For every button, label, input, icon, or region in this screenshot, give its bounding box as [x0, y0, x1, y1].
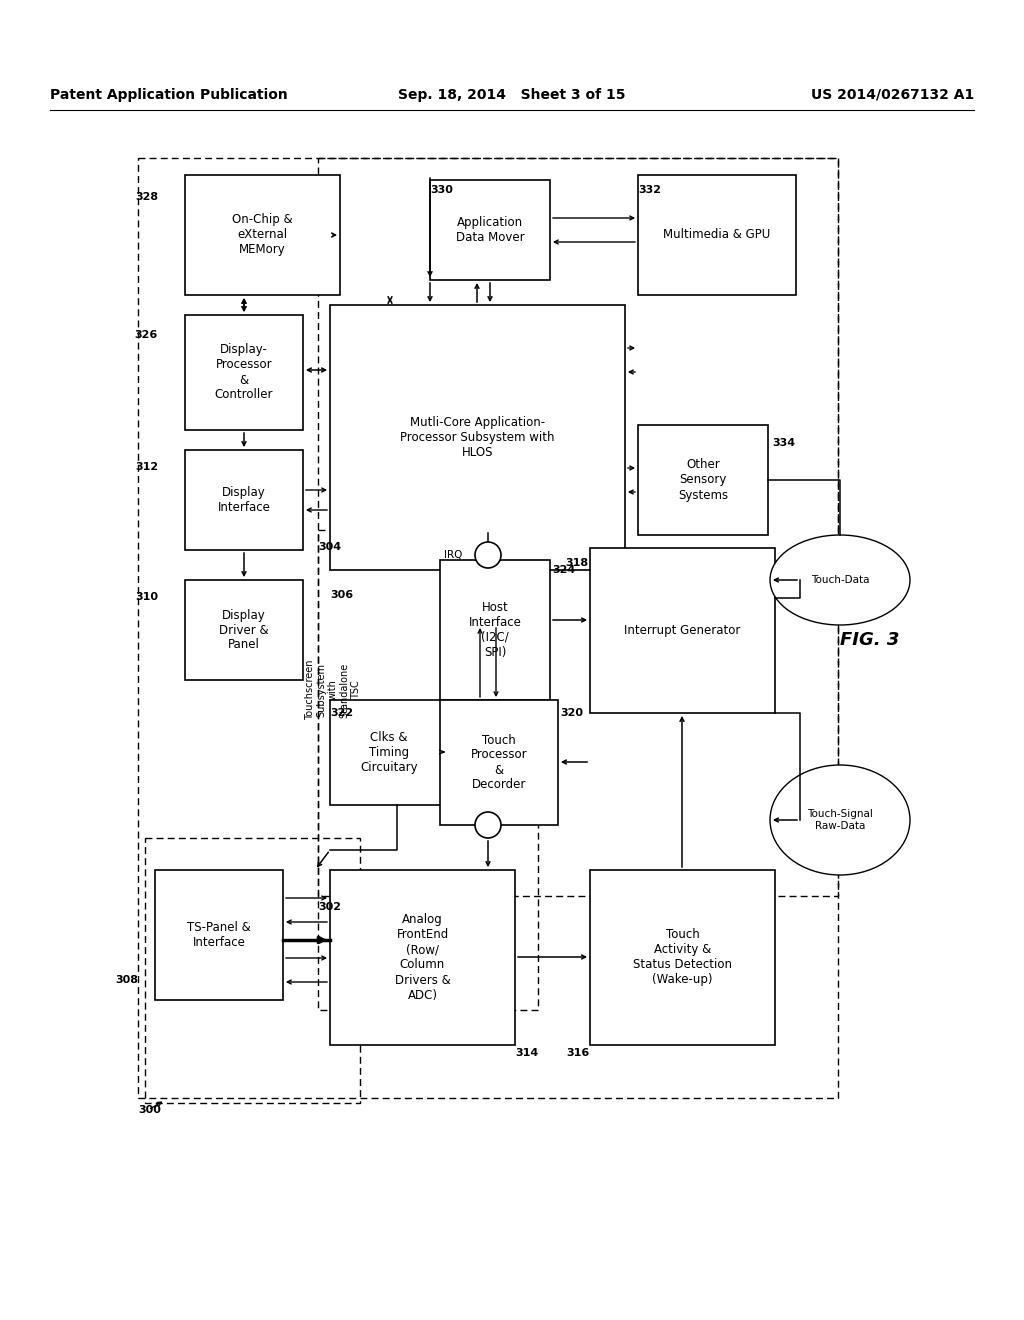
Text: Clks &
Timing
Circuitary: Clks & Timing Circuitary	[360, 731, 418, 774]
Text: Touchscreen
Subsystem
with
Standalone
TSC: Touchscreen Subsystem with Standalone TS…	[305, 660, 361, 721]
Bar	[330, 870, 515, 1045]
Text: IRQ: IRQ	[443, 550, 462, 560]
Text: Host
Interface
(I2C/
SPI): Host Interface (I2C/ SPI)	[469, 601, 521, 659]
Bar	[318, 158, 838, 896]
Text: Touch-Signal
Raw-Data: Touch-Signal Raw-Data	[807, 809, 872, 830]
Ellipse shape	[770, 535, 910, 624]
Text: Display
Interface: Display Interface	[217, 486, 270, 513]
Bar	[330, 305, 625, 570]
Circle shape	[475, 812, 501, 838]
Text: 304: 304	[318, 543, 341, 552]
Text: FIG. 3: FIG. 3	[841, 631, 900, 649]
Text: TS-Panel &
Interface: TS-Panel & Interface	[187, 921, 251, 949]
Text: 322: 322	[330, 708, 353, 718]
Text: 324: 324	[552, 565, 575, 576]
Bar	[185, 450, 303, 550]
Text: 328: 328	[135, 191, 158, 202]
Ellipse shape	[770, 766, 910, 875]
Bar	[590, 870, 775, 1045]
Bar	[318, 531, 538, 1010]
Bar	[590, 548, 775, 713]
Text: 300: 300	[138, 1105, 161, 1115]
Text: 332: 332	[638, 185, 662, 195]
Text: Analog
FrontEnd
(Row/
Column
Drivers &
ADC): Analog FrontEnd (Row/ Column Drivers & A…	[394, 913, 451, 1002]
Text: Sep. 18, 2014   Sheet 3 of 15: Sep. 18, 2014 Sheet 3 of 15	[398, 88, 626, 102]
Text: Interrupt Generator: Interrupt Generator	[625, 624, 740, 638]
Text: 326: 326	[135, 330, 158, 341]
Text: 334: 334	[772, 438, 795, 447]
Text: US 2014/0267132 A1: US 2014/0267132 A1	[811, 88, 974, 102]
Bar	[638, 176, 796, 294]
Text: Multimedia & GPU: Multimedia & GPU	[664, 228, 771, 242]
Bar	[155, 870, 283, 1001]
Text: Touch-Data: Touch-Data	[811, 576, 869, 585]
Bar	[440, 560, 550, 700]
Text: 310: 310	[135, 591, 158, 602]
Text: On-Chip &
eXternal
MEMory: On-Chip & eXternal MEMory	[232, 214, 293, 256]
Text: 320: 320	[560, 708, 583, 718]
Text: 306: 306	[330, 590, 353, 601]
Text: 330: 330	[430, 185, 453, 195]
Text: Other
Sensory
Systems: Other Sensory Systems	[678, 458, 728, 502]
Text: 318: 318	[565, 558, 588, 568]
Text: Patent Application Publication: Patent Application Publication	[50, 88, 288, 102]
Text: 314: 314	[515, 1048, 539, 1059]
Text: Touch
Processor
&
Decorder: Touch Processor & Decorder	[471, 734, 527, 792]
Bar	[440, 700, 558, 825]
Bar	[138, 158, 838, 1098]
Text: Display
Driver &
Panel: Display Driver & Panel	[219, 609, 269, 652]
Text: Application
Data Mover: Application Data Mover	[456, 216, 524, 244]
Circle shape	[475, 543, 501, 568]
Text: Touch
Activity &
Status Detection
(Wake-up): Touch Activity & Status Detection (Wake-…	[633, 928, 732, 986]
Text: 316: 316	[566, 1048, 590, 1059]
Bar	[145, 838, 360, 1104]
Bar	[330, 700, 449, 805]
Bar	[185, 579, 303, 680]
Bar	[430, 180, 550, 280]
Text: 302: 302	[318, 902, 341, 912]
Text: Display-
Processor
&
Controller: Display- Processor & Controller	[215, 343, 273, 401]
Text: Mutli-Core Application-
Processor Subsystem with
HLOS: Mutli-Core Application- Processor Subsys…	[400, 416, 555, 459]
Bar	[185, 315, 303, 430]
Text: 312: 312	[135, 462, 158, 473]
Bar	[638, 425, 768, 535]
Bar	[185, 176, 340, 294]
Text: 308: 308	[115, 975, 138, 985]
